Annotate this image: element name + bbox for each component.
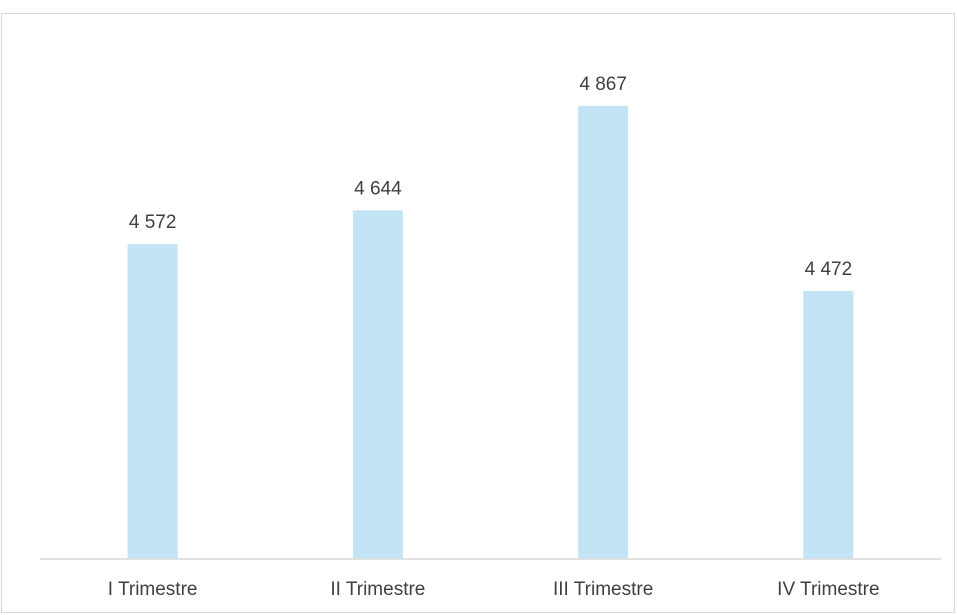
x-tick-label-1: I Trimestre [108, 579, 198, 600]
data-labels-group: 4 572 4 644 4 867 4 472 [129, 74, 852, 280]
bar-2 [352, 210, 403, 559]
x-tick-label-4: IV Trimestre [777, 579, 879, 600]
bar-4 [803, 290, 854, 559]
data-label-1: 4 572 [129, 212, 177, 233]
x-tick-labels-group: I Trimestre II Trimestre III Trimestre IV T… [108, 579, 880, 600]
data-label-4: 4 472 [805, 259, 853, 280]
x-tick-label-3: III Trimestre [553, 579, 653, 600]
x-tick-label-2: II Trimestre [330, 579, 425, 600]
data-label-2: 4 644 [354, 178, 402, 199]
bar-3 [578, 105, 629, 560]
data-label-3: 4 867 [579, 74, 627, 95]
bars-group [127, 105, 854, 560]
bar-1 [127, 244, 178, 559]
